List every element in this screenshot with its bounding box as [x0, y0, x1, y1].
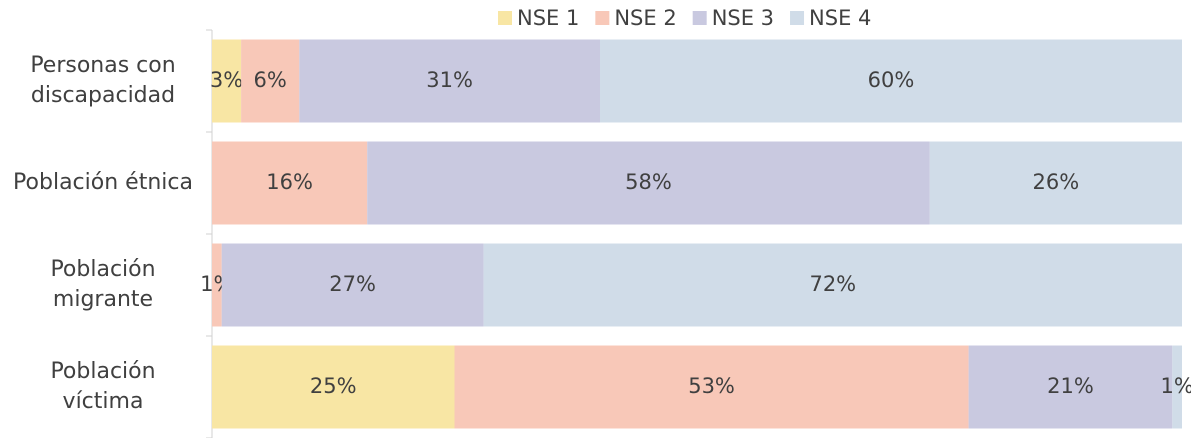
bar-segment — [241, 39, 300, 123]
legend-label: NSE 2 — [614, 6, 676, 30]
data-label: 3% — [210, 68, 243, 92]
data-label: 1% — [1160, 374, 1191, 398]
data-label: 72% — [809, 272, 856, 296]
data-label: 26% — [1033, 170, 1080, 194]
bar-segment — [212, 243, 222, 327]
category-label: Personas con discapacidad — [30, 53, 176, 108]
data-label: 60% — [868, 68, 915, 92]
data-label: 58% — [625, 170, 672, 194]
bar-segment — [454, 345, 969, 429]
legend-label: NSE 4 — [809, 6, 871, 30]
bar-segment — [1172, 345, 1182, 429]
category-label: Población víctima — [50, 359, 156, 414]
bar-segment — [483, 243, 1183, 327]
legend-swatch — [595, 11, 610, 25]
category-label: Población étnica — [13, 170, 193, 195]
data-label: 53% — [688, 374, 735, 398]
legend-label: NSE 1 — [517, 6, 579, 30]
legend-swatch — [790, 11, 805, 25]
bar-segment — [212, 345, 455, 429]
data-label: 25% — [310, 374, 357, 398]
category-label: Población migrante — [50, 257, 156, 312]
bar-segment — [367, 141, 930, 225]
bar-segment — [221, 243, 484, 327]
bar-segment — [968, 345, 1173, 429]
bar-segment — [212, 141, 368, 225]
legend-label: NSE 3 — [712, 6, 774, 30]
legend-swatch — [498, 11, 512, 25]
data-label: 31% — [426, 68, 473, 92]
data-label: 27% — [329, 272, 376, 296]
legend-swatch — [692, 11, 707, 25]
bar-segment — [600, 39, 1182, 123]
data-label: 6% — [254, 68, 287, 92]
bar-segment — [212, 39, 242, 123]
bar-segment — [299, 39, 600, 123]
data-label: 16% — [266, 170, 313, 194]
data-label: 21% — [1047, 374, 1094, 398]
bar-segment — [929, 141, 1182, 225]
